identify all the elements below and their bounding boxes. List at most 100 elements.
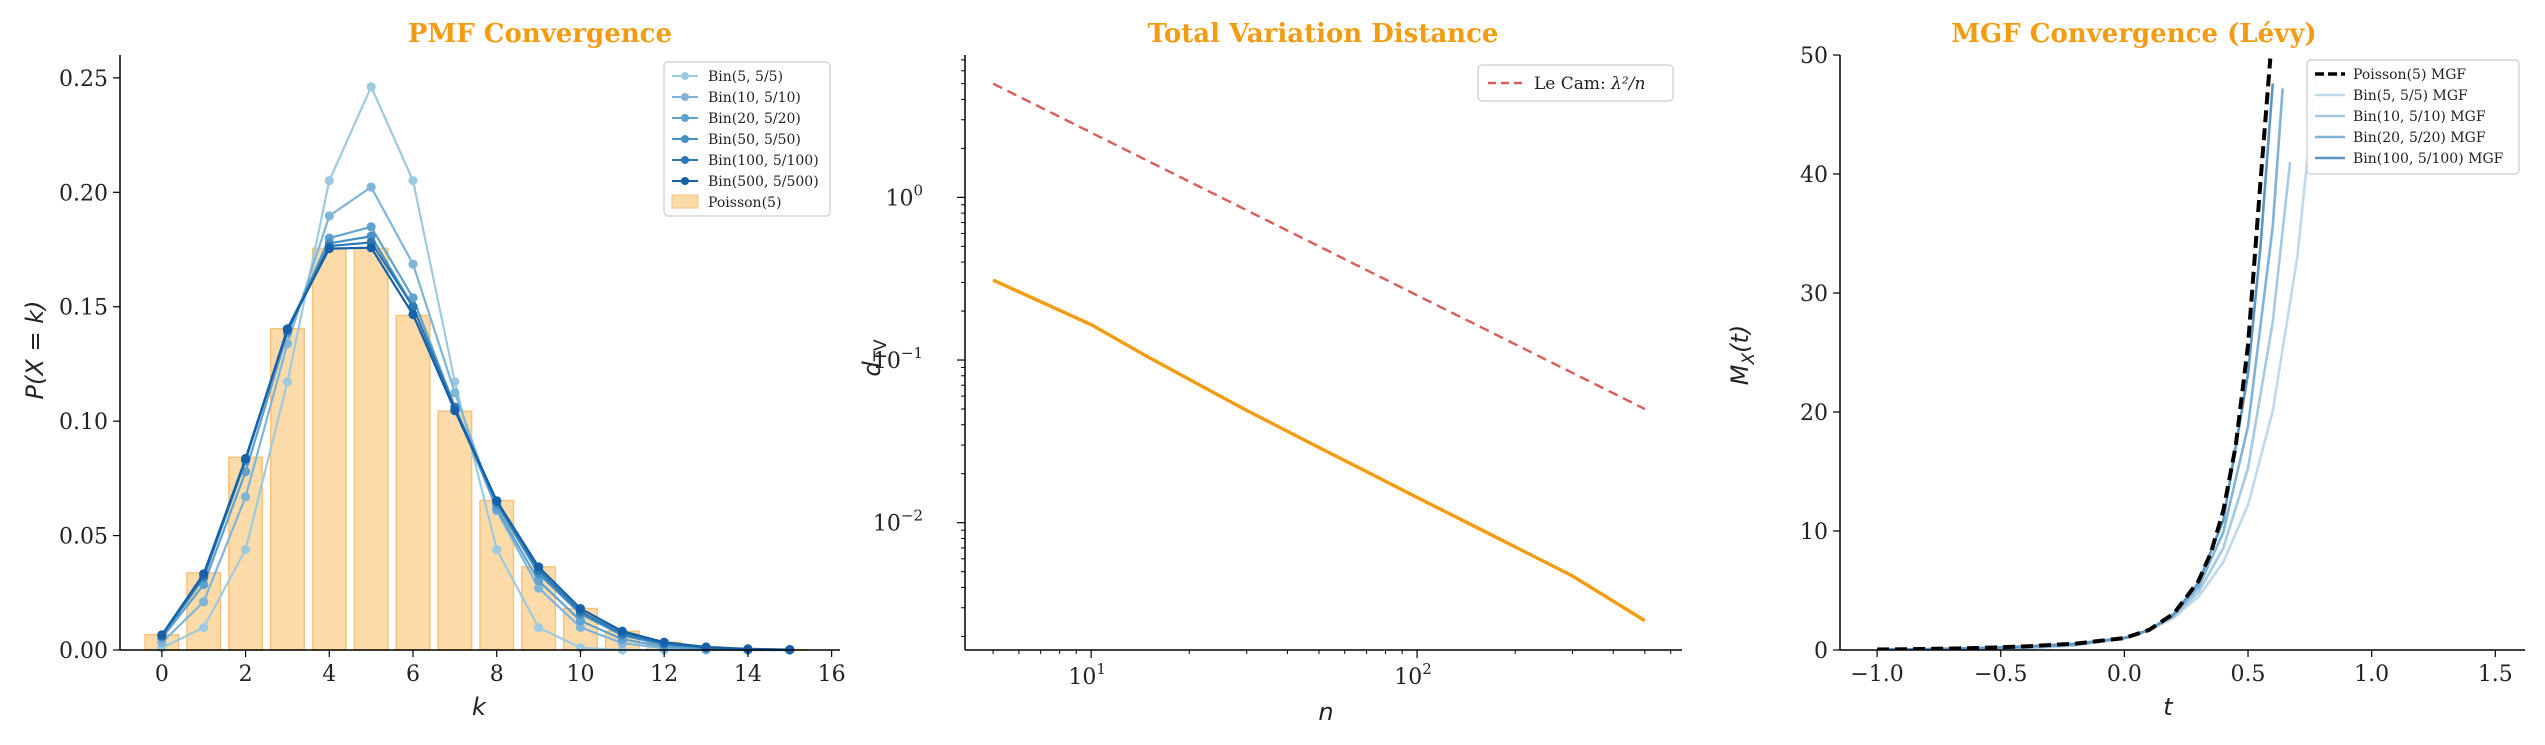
mgf-x-tick-label: 0.0 [2107, 662, 2142, 687]
pmf-legend-bar-swatch [671, 194, 699, 209]
bin-series-point [324, 176, 334, 186]
bin-series-point [492, 496, 502, 506]
pmf-legend-label: Poisson(5) [708, 195, 781, 211]
bin-mgf-line [1877, 161, 2292, 650]
pmf-legend-label: Bin(10, 5/10) [708, 90, 801, 106]
bin-series-point [575, 603, 586, 614]
mgf-x-tick-label: 0.5 [2231, 662, 2266, 687]
bin-series-point [450, 406, 460, 416]
pmf-y-tick-label: 0.15 [59, 296, 108, 321]
pmf-y-tick-label: 0.05 [59, 525, 108, 550]
pmf-legend-frame [663, 61, 831, 217]
bin-series-point [324, 244, 334, 254]
poisson-bar [395, 314, 431, 651]
tv-distance-line [992, 278, 1646, 623]
bin-mgf-line [1877, 62, 2319, 650]
mgf-legend: Poisson(5) MGF Bin(5, 5/5) MGF Bin(10, 5/1… [2306, 59, 2520, 175]
pmf-title: PMF Convergence [408, 19, 672, 49]
bin-series-point [199, 597, 209, 607]
tv-title: Total Variation Distance [1148, 19, 1499, 49]
lecam-bound-line [992, 82, 1646, 411]
tv-x-tick-label: 102 [1394, 660, 1432, 690]
pmf-series [157, 82, 795, 655]
pmf-x-tick-label: 8 [490, 662, 504, 687]
bin-series-point [408, 293, 418, 303]
pmf-legend-marker [681, 114, 689, 122]
pmf-y-tick-label: 0.25 [59, 67, 108, 92]
mgf-x-tick-label: −1.0 [1850, 662, 1903, 687]
poisson-bar [353, 247, 389, 651]
bin-series-point [366, 243, 376, 253]
poisson-mgf-line [1877, 58, 2273, 650]
pmf-legend-label: Bin(50, 5/50) [708, 132, 801, 148]
bin-series-point [240, 453, 251, 464]
pmf-y-tick-label: 0.20 [59, 181, 108, 206]
mgf-y-tick-label: 10 [1800, 520, 1828, 545]
bin-series-point [575, 622, 586, 632]
mgf-axes: −1.0 −0.5 0.0 0.5 1.0 1.5 0 10 20 30 40 50 [1800, 44, 2525, 687]
pmf-legend-label: Bin(5, 5/5) [708, 69, 783, 85]
poisson-bar [479, 499, 515, 651]
mgf-y-tick-label: 50 [1800, 44, 1828, 69]
bin-series-point [408, 176, 418, 186]
pmf-legend-label: Bin(500, 5/500) [708, 174, 819, 190]
bin-series-point [575, 616, 586, 626]
bin-series-point [534, 622, 544, 633]
mgf-x-tick-label: 1.0 [2354, 662, 2389, 687]
bin-series-point [157, 630, 167, 640]
mgf-legend-label: Bin(20, 5/20) MGF [2353, 130, 2486, 146]
bin-series-point [534, 562, 544, 572]
bin-series-point [450, 388, 460, 398]
pmf-x-tick-label: 12 [650, 662, 678, 687]
pmf-xlabel: k [472, 693, 487, 721]
tv-xlabel: n [1318, 698, 1333, 726]
pmf-y-tick-label: 0.10 [59, 410, 108, 435]
bin-series-point [366, 222, 376, 232]
tv-x-tick-label: 101 [1068, 660, 1106, 690]
pmf-x-tick-label: 0 [155, 662, 169, 687]
mgf-panel: MGF Convergence (Lévy) −1.0 −0.5 0.0 0.5 1.0… [1726, 19, 2525, 721]
tv-y-tick-label: 10−2 [873, 507, 923, 537]
poisson-bar [311, 247, 347, 651]
tv-panel: Total Variation Distance 101 10210010−110… [858, 19, 1682, 726]
bin-series-point [240, 544, 251, 555]
bin-series-point [366, 82, 376, 92]
bin-series-point [617, 626, 627, 636]
bin-series-point [324, 211, 334, 221]
mgf-ylabel: MX(t) [1726, 325, 1759, 386]
pmf-ylabel: P(X = k) [21, 301, 49, 400]
mgf-legend-label: Poisson(5) MGF [2353, 67, 2466, 83]
mgf-title: MGF Convergence (Lévy) [1951, 19, 2316, 49]
pmf-legend-marker [681, 135, 689, 143]
bin-series-point [743, 644, 753, 654]
pmf-legend-marker [681, 156, 689, 164]
pmf-legend-marker [681, 93, 689, 101]
mgf-legend-label: Bin(5, 5/5) MGF [2353, 88, 2468, 104]
bin-series-point [534, 583, 544, 593]
pmf-legend-label: Bin(100, 5/100) [708, 153, 819, 169]
mgf-y-tick-label: 20 [1800, 401, 1828, 426]
bin-series-point [282, 324, 293, 334]
pmf-x-tick-label: 2 [239, 662, 253, 687]
mgf-y-tick-label: 40 [1800, 163, 1828, 188]
bin-series-point [240, 492, 251, 502]
bin-series-point [492, 544, 502, 555]
bin-series-point [408, 259, 418, 269]
bin-series-line [160, 246, 790, 651]
tv-legend: Le Cam: λ²/n [1477, 64, 1674, 102]
bin-series-point [408, 309, 418, 320]
mgf-x-tick-label: −0.5 [1974, 662, 2027, 687]
pmf-y-tick-label: 0.00 [59, 639, 108, 664]
pmf-x-tick-label: 4 [322, 662, 336, 687]
mgf-y-tick-label: 0 [1814, 639, 1828, 664]
tv-legend-label: Le Cam: λ²/n [1534, 74, 1645, 94]
bin-series-point [366, 182, 376, 192]
bin-series-point [199, 569, 209, 579]
pmf-legend: Bin(5, 5/5) Bin(10, 5/10) Bin(20, 5/20) Bin… [663, 61, 831, 217]
pmf-x-tick-label: 14 [734, 662, 762, 687]
tv-series [992, 82, 1646, 623]
mgf-xlabel: t [2163, 693, 2174, 721]
pmf-legend-marker [681, 72, 689, 80]
